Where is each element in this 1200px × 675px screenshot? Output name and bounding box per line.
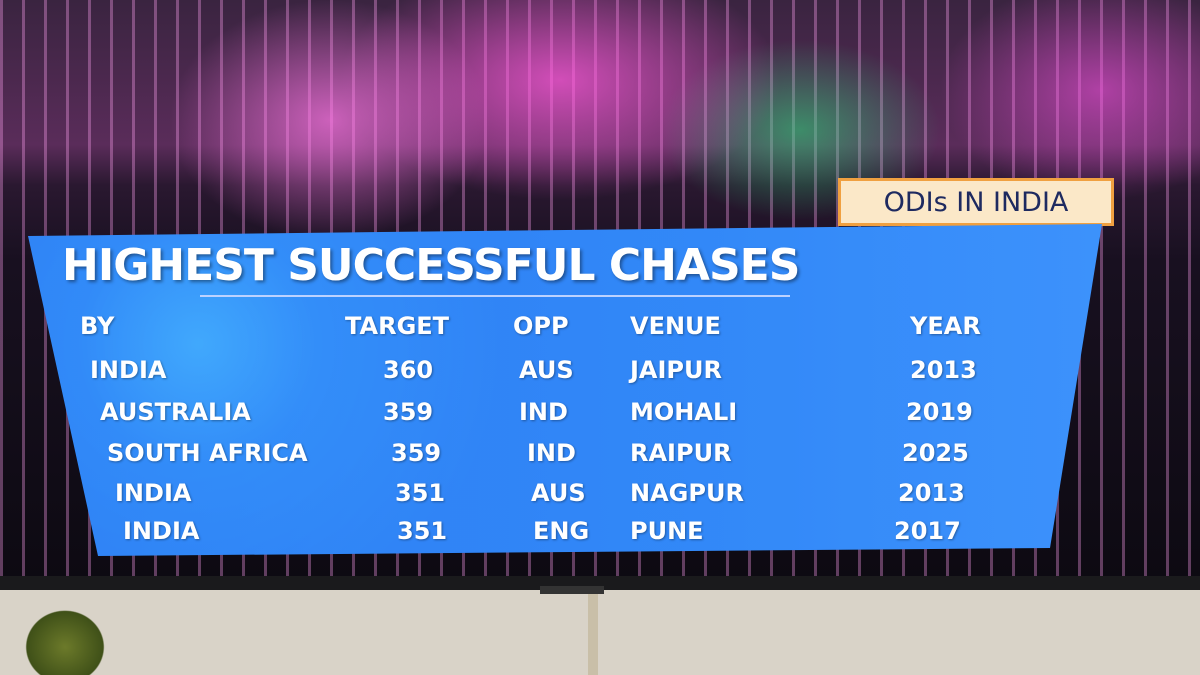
tv-stand xyxy=(540,586,604,594)
table-cell: JAIPUR xyxy=(630,356,722,384)
table-cell: 360 xyxy=(383,356,434,384)
header-cell: YEAR xyxy=(910,312,981,340)
table-cell: MOHALI xyxy=(630,398,738,426)
table-cell: 2013 xyxy=(898,479,965,507)
graphic-panel xyxy=(28,224,1102,556)
cable xyxy=(588,594,598,675)
table-cell: NAGPUR xyxy=(630,479,744,507)
table-cell: PUNE xyxy=(630,517,704,545)
table-cell: IND xyxy=(519,398,568,426)
table-cell: 2017 xyxy=(894,517,961,545)
table-cell: 359 xyxy=(383,398,434,426)
table-cell: RAIPUR xyxy=(630,439,732,467)
table-cell: INDIA xyxy=(115,479,192,507)
tv-bezel xyxy=(0,576,1200,590)
table-cell: 2013 xyxy=(910,356,977,384)
table-cell: INDIA xyxy=(123,517,200,545)
plant xyxy=(20,605,110,675)
table-cell: AUS xyxy=(531,479,586,507)
table-cell: SOUTH AFRICA xyxy=(107,439,308,467)
table-cell: 2019 xyxy=(906,398,973,426)
table-cell: 351 xyxy=(395,479,446,507)
tag: ODIs IN INDIA xyxy=(838,178,1114,226)
table-cell: ENG xyxy=(533,517,590,545)
header-cell: OPP xyxy=(513,312,569,340)
table-cell: AUS xyxy=(519,356,574,384)
table-cell: IND xyxy=(527,439,576,467)
title: HIGHEST SUCCESSFUL CHASES xyxy=(62,240,800,291)
table-cell: INDIA xyxy=(90,356,167,384)
header-cell: VENUE xyxy=(630,312,721,340)
title-rule xyxy=(200,295,790,297)
table-cell: 359 xyxy=(391,439,442,467)
header-cell: BY xyxy=(80,312,115,340)
table-cell: 2025 xyxy=(902,439,969,467)
table-cell: 351 xyxy=(397,517,448,545)
table-cell: AUSTRALIA xyxy=(100,398,251,426)
header-cell: TARGET xyxy=(345,312,450,340)
